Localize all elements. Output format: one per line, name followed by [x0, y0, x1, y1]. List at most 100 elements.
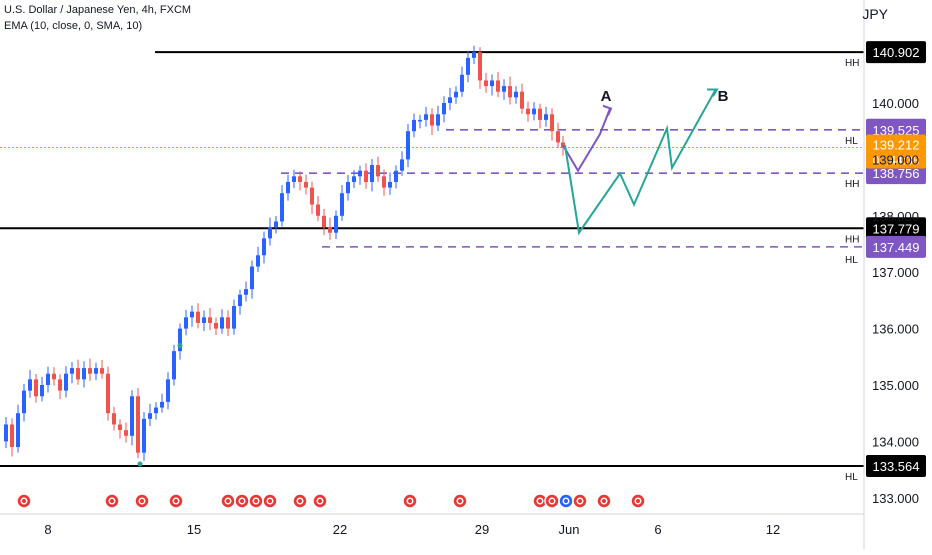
event-marker[interactable]	[104, 493, 120, 509]
candle-body	[268, 227, 272, 239]
candle-body	[550, 114, 554, 132]
candle-body	[244, 289, 248, 295]
candle-body	[436, 114, 440, 126]
candle-body	[94, 368, 98, 374]
candle-body	[424, 114, 428, 120]
projection-a-path	[562, 108, 611, 173]
candle-body	[220, 317, 224, 329]
price-tick: 136.000	[872, 322, 919, 337]
event-flag-dot	[538, 499, 542, 503]
price-tick: 137.000	[872, 265, 919, 280]
candle-body	[148, 413, 152, 419]
symbol-title: U.S. Dollar / Japanese Yen, 4h, FXCM	[4, 4, 192, 16]
candle-body	[16, 413, 20, 448]
candle-body	[370, 165, 374, 182]
candle-body	[532, 108, 536, 115]
time-tick: Jun	[559, 522, 580, 537]
projection-b-label: B	[718, 88, 729, 105]
price-tick: 139.000	[872, 152, 919, 167]
candle-body	[34, 379, 38, 397]
current-price-box	[866, 134, 926, 169]
candle-body	[196, 311, 200, 323]
event-marker[interactable]	[220, 493, 236, 509]
time-tick: 29	[475, 522, 489, 537]
event-marker[interactable]	[572, 493, 588, 509]
price-label-box	[866, 217, 926, 240]
candle-body	[280, 193, 284, 222]
event-marker[interactable]	[292, 493, 308, 509]
candle-body	[58, 379, 62, 391]
candle-body	[364, 170, 368, 182]
candle-body	[250, 266, 254, 290]
event-marker[interactable]	[134, 493, 150, 509]
candle-body	[124, 430, 128, 436]
candle-body	[502, 86, 506, 92]
candle-body	[178, 328, 182, 352]
event-marker[interactable]	[168, 493, 184, 509]
candle-body	[142, 418, 146, 453]
event-marker[interactable]	[532, 493, 548, 509]
level-tag: HL	[845, 472, 858, 483]
candle-body	[292, 176, 296, 182]
price-label: 140.902	[873, 45, 920, 60]
level-tag: HL	[845, 255, 858, 266]
event-marker[interactable]	[596, 493, 612, 509]
candle-body	[136, 396, 140, 453]
event-marker[interactable]	[248, 493, 264, 509]
event-marker[interactable]	[558, 493, 574, 509]
candle-body	[76, 368, 80, 380]
candle-body	[484, 80, 488, 87]
candle-body	[172, 351, 176, 380]
event-marker[interactable]	[262, 493, 278, 509]
event-flag-dot	[254, 499, 258, 503]
time-tick: 8	[44, 522, 51, 537]
event-marker[interactable]	[452, 493, 468, 509]
event-marker[interactable]	[544, 493, 560, 509]
candle-body	[466, 57, 470, 75]
candle-body	[418, 119, 422, 122]
candle-body	[328, 227, 332, 233]
candle-body	[520, 91, 524, 109]
candle-body	[112, 413, 116, 425]
projection-b-path	[564, 88, 717, 236]
price-tick: 135.000	[872, 378, 919, 393]
price-unit: JPY	[862, 6, 888, 22]
price-label: 137.779	[873, 221, 920, 236]
event-flag-dot	[458, 499, 462, 503]
candle-body	[238, 294, 242, 307]
event-flag-dot	[140, 499, 144, 503]
event-flag-dot	[550, 499, 554, 503]
event-marker[interactable]	[630, 493, 646, 509]
candle-body	[166, 379, 170, 402]
time-tick: 12	[766, 522, 780, 537]
candle-body	[262, 238, 266, 256]
event-flag-dot	[564, 499, 568, 503]
candle-body	[376, 165, 380, 177]
candle-body	[430, 114, 434, 126]
event-marker[interactable]	[16, 493, 32, 509]
candle-body	[346, 181, 350, 194]
event-marker[interactable]	[234, 493, 250, 509]
candle-body	[526, 108, 530, 115]
projection-a-arrow	[602, 104, 613, 116]
candle-body	[352, 176, 356, 182]
event-marker[interactable]	[312, 493, 328, 509]
candle-body	[232, 306, 236, 329]
candle-body	[561, 142, 565, 148]
candle-body	[316, 204, 320, 216]
event-flag-dot	[174, 499, 178, 503]
candle-body	[478, 52, 482, 81]
candle-body	[160, 401, 164, 408]
time-tick: 6	[654, 522, 661, 537]
candle-body	[442, 103, 446, 115]
event-flag-dot	[22, 499, 26, 503]
countdown-label: 03:44:38	[873, 153, 920, 167]
event-marker[interactable]	[402, 493, 418, 509]
price-label: 137.449	[873, 240, 920, 255]
candle-body	[226, 317, 230, 329]
event-flag-dot	[408, 499, 412, 503]
candle-body	[310, 187, 314, 205]
price-label-box	[866, 41, 926, 64]
